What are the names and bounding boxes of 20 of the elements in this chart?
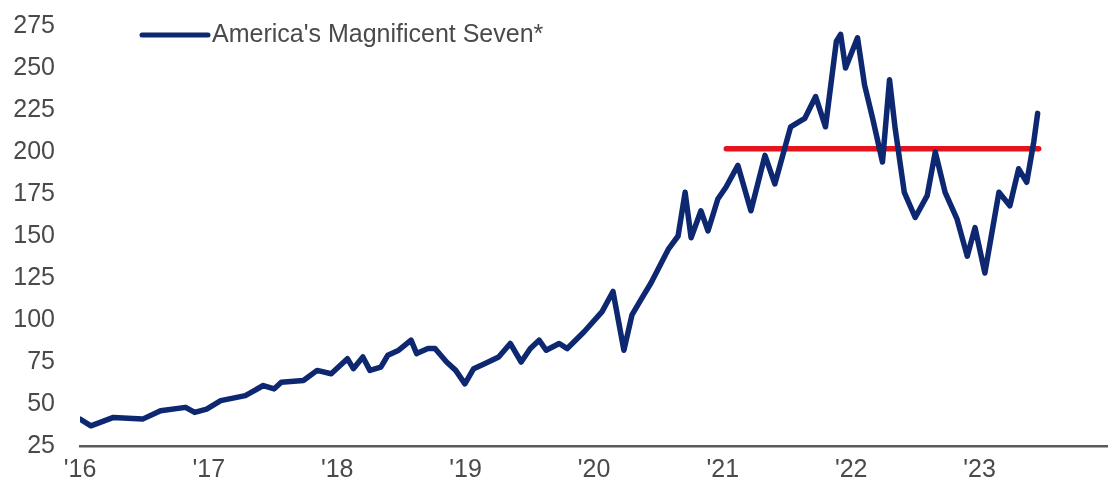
x-tick-label: '18 (320, 453, 354, 482)
y-tick-label: 75 (27, 345, 55, 374)
y-tick-label: 100 (13, 303, 55, 332)
y-tick-label: 275 (13, 9, 55, 38)
y-tick-label: 200 (13, 135, 55, 164)
y-tick-label: 150 (13, 219, 55, 248)
y-tick-label: 225 (13, 93, 55, 122)
x-tick-label: '16 (63, 453, 97, 482)
y-tick-label: 250 (13, 51, 55, 80)
x-tick-label: '22 (834, 453, 868, 482)
legend-label: America's Magnificent Seven* (212, 18, 544, 47)
x-tick-label: '23 (963, 453, 996, 482)
x-tick-label: '17 (192, 453, 226, 482)
x-tick-label: '19 (449, 453, 482, 482)
y-tick-label: 25 (27, 429, 55, 458)
y-tick-label: 125 (13, 261, 55, 290)
y-tick-label: 175 (13, 177, 55, 206)
x-tick-label: '21 (706, 453, 740, 482)
y-tick-label: 50 (27, 387, 55, 416)
x-tick-label: '20 (577, 453, 611, 482)
